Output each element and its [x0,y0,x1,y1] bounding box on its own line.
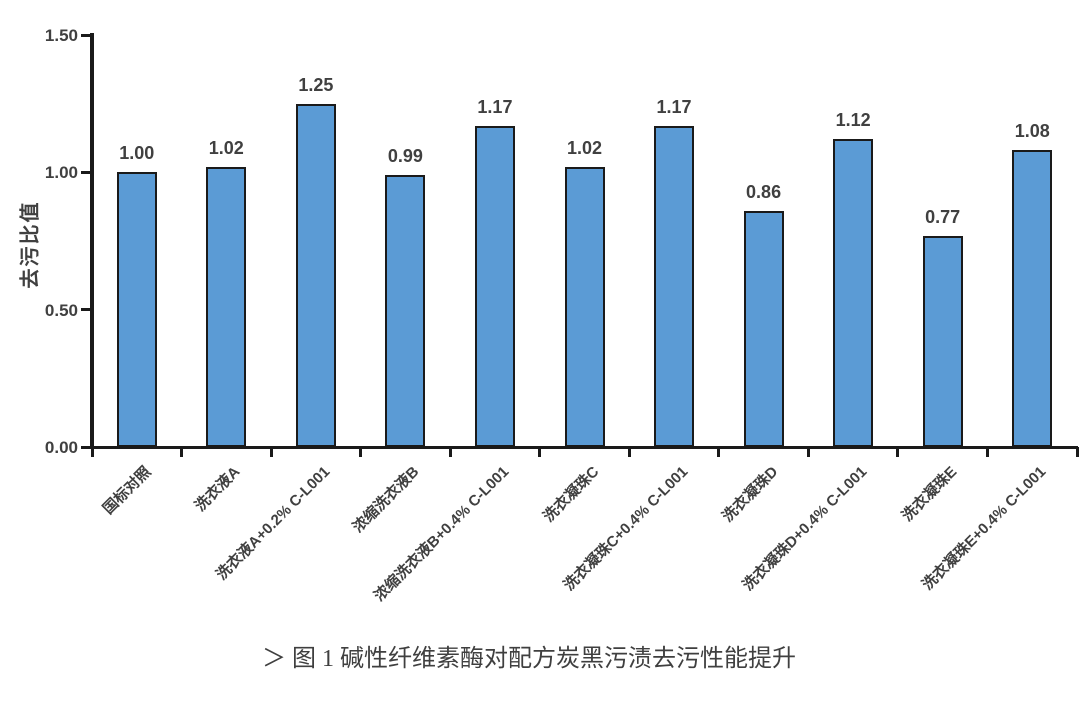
x-axis-line [90,445,1078,449]
bar-value-label: 1.12 [835,110,871,131]
bar-value-label: 1.00 [119,143,155,164]
bar-value-label: 1.17 [477,96,513,117]
x-category-label: 洗衣凝珠C [539,463,602,526]
bar [833,139,874,447]
x-tick-mark [627,447,631,457]
y-axis-title: 去污比值 [19,200,42,289]
bar-value-label: 1.25 [298,74,334,95]
x-tick-mark [90,447,94,457]
x-tick-mark [717,447,721,457]
x-tick-mark [448,447,452,457]
bar-value-label: 1.08 [1014,121,1050,142]
bar-value-label: 1.17 [656,96,692,117]
bar [743,210,784,447]
bar [1012,150,1053,447]
y-tick-mark [81,308,91,312]
bar [206,166,247,447]
x-tick-mark [806,447,810,457]
x-tick-mark [985,447,989,457]
x-tick-mark [180,447,184,457]
bar-value-label: 0.99 [387,146,423,167]
y-tick-label: 0.00 [44,438,78,457]
bar [116,172,157,447]
bar [564,166,605,447]
x-category-label: 洗衣凝珠E [898,463,960,525]
bar-value-label: 0.77 [925,206,961,227]
bar-value-label: 1.02 [208,137,244,158]
bar [922,235,963,447]
y-tick-label: 1.50 [44,26,78,45]
x-category-label: 国标对照 [99,463,155,518]
x-category-label: 洗衣液A [192,463,244,515]
bar-value-label: 1.02 [566,137,603,158]
y-tick-mark [81,33,91,37]
bar [295,103,336,447]
bar [474,125,515,447]
x-tick-mark [538,447,542,457]
x-tick-mark [896,447,900,457]
bar [654,125,695,447]
y-tick-mark [81,445,91,449]
figure-caption: ＞ 图 1 碱性纤维素酶对配方炭黑污渍去污性能提升 [262,646,796,672]
y-tick-label: 0.50 [44,300,78,320]
x-tick-mark [269,447,273,457]
y-tick-label: 1.00 [44,163,78,183]
x-tick-mark [1075,447,1079,457]
y-tick-mark [81,170,91,174]
x-tick-mark [359,447,363,457]
bar [385,175,426,447]
x-category-label: 浓缩洗衣液B [349,463,423,537]
bar-value-label: 0.86 [746,181,782,202]
y-axis-line [90,33,94,449]
x-category-label: 洗衣凝珠D [718,463,781,526]
